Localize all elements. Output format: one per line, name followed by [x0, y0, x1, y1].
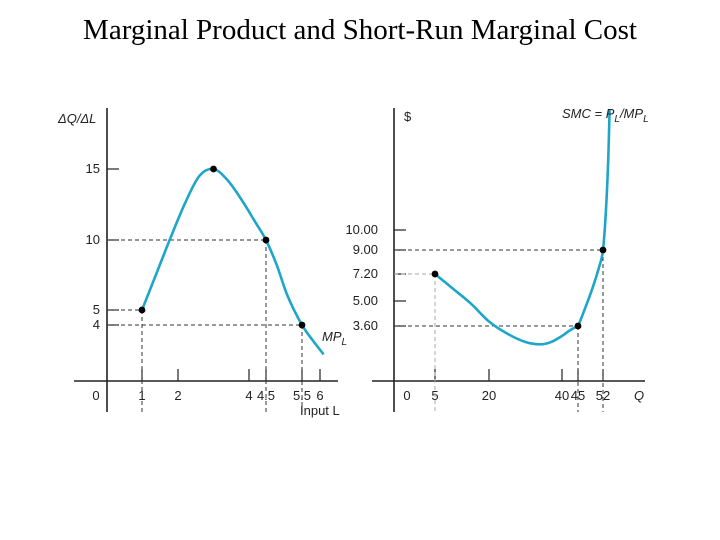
data-point — [138, 306, 146, 314]
series-curve — [434, 109, 611, 346]
y-tick-label: 5 — [93, 302, 100, 317]
y-tick-label: 4 — [93, 317, 100, 332]
slide-title: Marginal Product and Short-Run Marginal … — [83, 14, 637, 46]
right-x-axis-label: Q — [634, 388, 644, 403]
left-y-axis-label: ΔQ/ΔL — [57, 111, 96, 126]
x-tick-label: 0 — [403, 388, 410, 403]
y-tick-label: 10 — [86, 232, 100, 247]
y-tick-label: 5.00 — [353, 293, 378, 308]
x-tick-label: 2 — [174, 388, 181, 403]
data-point — [599, 246, 607, 254]
smc-series-label: SMC = PL/MPL — [562, 106, 649, 125]
data-point — [298, 321, 306, 329]
y-tick-label: 9.00 — [353, 242, 378, 257]
y-tick-label: 3.60 — [353, 318, 378, 333]
chart-mp: 45101501244.55.56 — [74, 108, 338, 412]
x-tick-label: 45 — [571, 388, 585, 403]
data-point — [210, 165, 217, 173]
data-point — [431, 270, 439, 278]
y-tick-label: 10.00 — [345, 222, 378, 237]
x-tick-label: 0 — [92, 388, 99, 403]
x-tick-label: 4 — [245, 388, 252, 403]
y-tick-label: 15 — [86, 161, 100, 176]
series-curve — [140, 167, 325, 356]
right-y-axis-label: $ — [404, 109, 412, 124]
left-x-axis-label: Input L — [300, 403, 340, 418]
data-point — [262, 236, 270, 244]
mpl-series-label: MPL — [322, 329, 347, 348]
x-tick-label: 40 — [555, 388, 569, 403]
x-tick-label: 6 — [316, 388, 323, 403]
x-tick-label: 20 — [482, 388, 496, 403]
data-point — [574, 322, 582, 330]
x-tick-label: 52 — [596, 388, 610, 403]
y-tick-label: 7.20 — [353, 266, 378, 281]
